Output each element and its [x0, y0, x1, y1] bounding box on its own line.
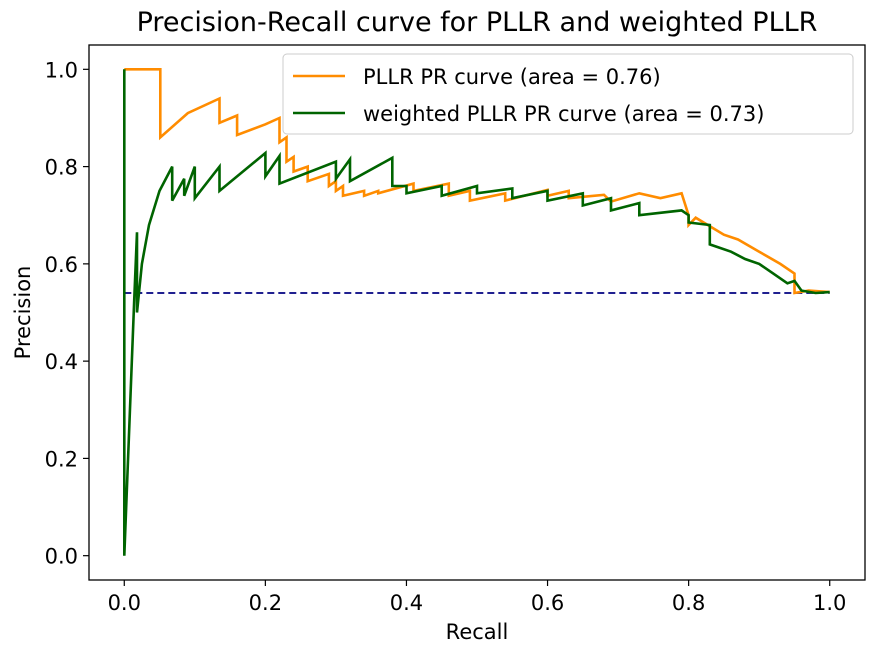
- axis-ticks: 0.0 0.2 0.4 0.6 0.8 1.0 0.0 0.2 0.4 0.6 0.8 1.0: [45, 58, 847, 615]
- y-tick-label: 1.0: [45, 58, 78, 82]
- weighted-pllr-series-line: [123, 69, 830, 556]
- y-axis-title: Precision: [11, 266, 35, 360]
- y-tick-label: 0.0: [45, 545, 78, 569]
- x-tick-label: 1.0: [813, 591, 846, 615]
- y-tick-label: 0.8: [45, 156, 78, 180]
- x-tick-label: 0.4: [390, 591, 423, 615]
- y-tick-label: 0.6: [45, 253, 78, 277]
- legend-label: PLLR PR curve (area = 0.76): [363, 65, 661, 89]
- x-tick-label: 0.0: [108, 591, 141, 615]
- plot-area: [123, 68, 830, 556]
- y-tick-label: 0.2: [45, 447, 78, 471]
- pllr-series-line: [124, 68, 830, 295]
- axes-frame: [88, 44, 866, 581]
- x-tick-label: 0.6: [531, 591, 564, 615]
- y-tick-label: 0.4: [45, 350, 78, 374]
- legend: PLLR PR curve (area = 0.76) weighted PLLR…: [282, 53, 854, 135]
- x-tick-label: 0.2: [249, 591, 282, 615]
- x-tick-label: 0.8: [672, 591, 705, 615]
- legend-label: weighted PLLR PR curve (area = 0.73): [363, 102, 764, 126]
- x-axis-title: Recall: [446, 620, 509, 644]
- legend-box: [282, 53, 854, 135]
- chart-title: Precision-Recall curve for PLLR and weig…: [137, 7, 818, 38]
